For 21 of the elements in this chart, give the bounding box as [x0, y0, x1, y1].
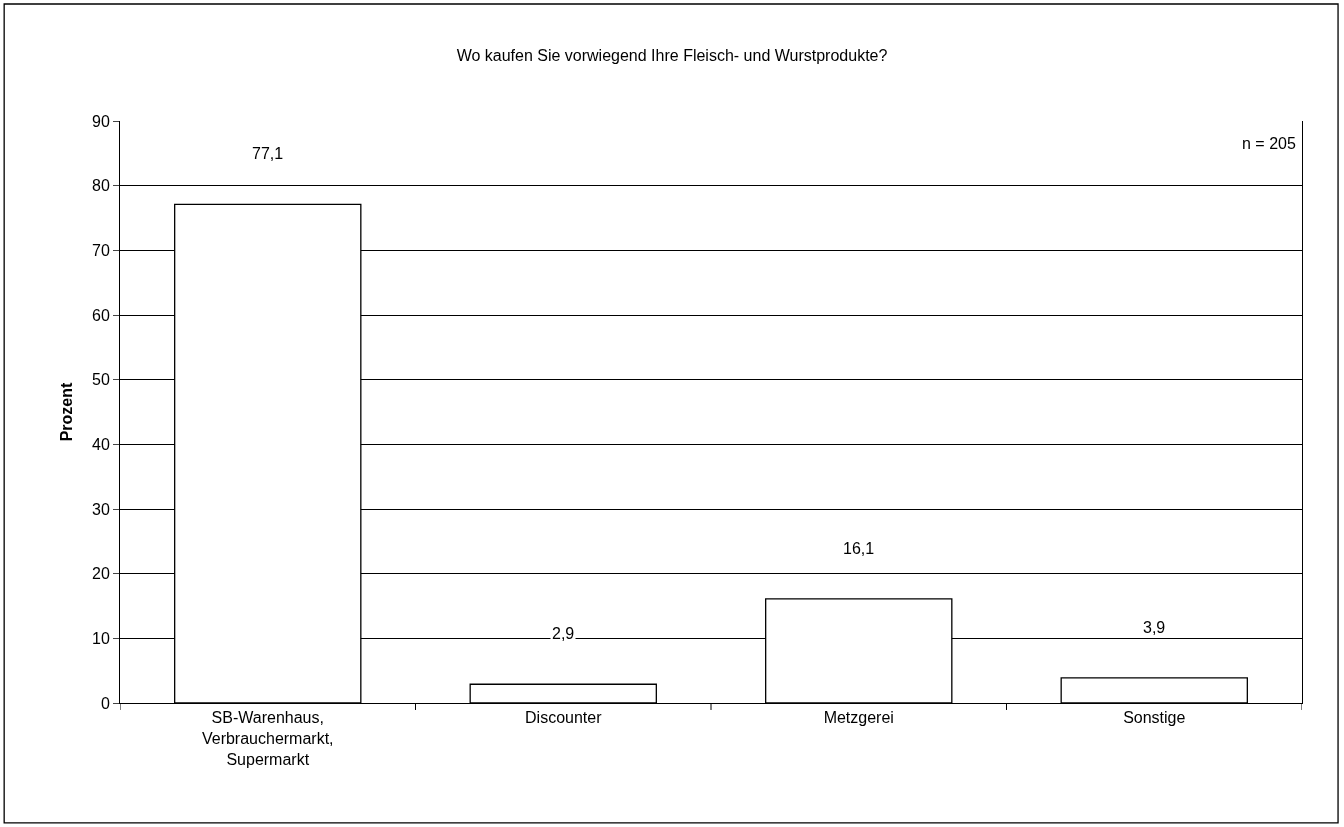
- data-label: 77,1: [252, 145, 284, 162]
- y-tick-label: 30: [92, 500, 110, 518]
- y-tick-label: 80: [92, 177, 110, 195]
- y-tick-label: 20: [92, 565, 110, 583]
- y-tick-label: 10: [92, 629, 110, 647]
- y-tick-label: 90: [92, 112, 110, 130]
- x-tick-label: Sonstige: [1123, 709, 1186, 727]
- y-tick-label: 60: [92, 306, 110, 324]
- x-tick-label: Discounter: [525, 709, 603, 727]
- data-label: 3,9: [1143, 619, 1166, 636]
- y-tick-label: 70: [92, 241, 110, 259]
- x-tick-label: SB-Warenhaus, Verbrauchermarkt, Supermarkt: [201, 709, 334, 768]
- y-tick-label: 0: [100, 694, 110, 712]
- data-label: 16,1: [843, 540, 875, 557]
- data-label: 2,9: [552, 625, 575, 642]
- x-tick-label: Metzgerei: [823, 709, 894, 727]
- chart-title: Wo kaufen Sie vorwiegend Ihre Fleisch- und Wurstprodukte?: [456, 46, 888, 64]
- annotation: n = 205: [1242, 135, 1296, 152]
- y-axis-title: Prozent: [57, 381, 75, 442]
- y-tick-label: 50: [92, 371, 110, 389]
- y-tick-label: 40: [92, 435, 110, 453]
